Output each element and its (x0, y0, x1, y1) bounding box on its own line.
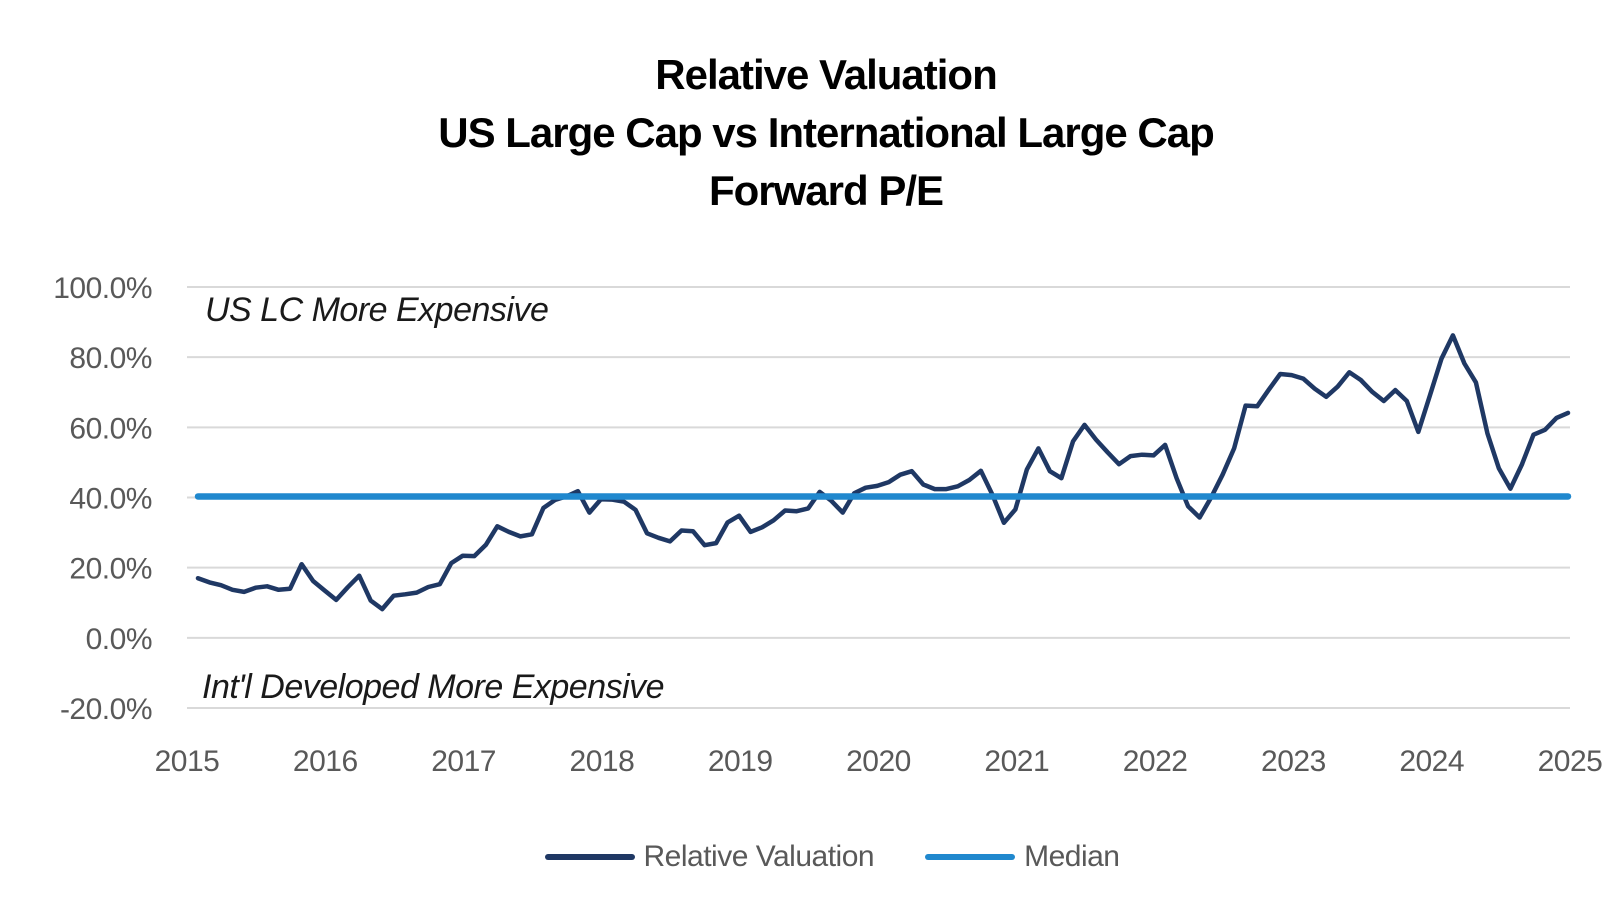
x-axis-tick-label: 2020 (846, 745, 911, 778)
x-axis-tick-label: 2022 (1123, 745, 1188, 778)
legend-label-median: Median (1024, 840, 1120, 873)
x-axis-tick-label: 2025 (1538, 745, 1603, 778)
x-axis-tick-label: 2021 (984, 745, 1049, 778)
x-axis-tick-label: 2016 (293, 745, 358, 778)
y-axis-tick-label: 100.0% (53, 272, 152, 305)
chart-title-line-2: US Large Cap vs International Large Cap (438, 109, 1215, 156)
relative-valuation-line (195, 333, 1571, 612)
chart-title-line-3: Forward P/E (708, 167, 944, 214)
y-axis-tick-label: 40.0% (69, 483, 152, 516)
x-axis-tick-label: 2019 (708, 745, 773, 778)
chart-title: Relative Valuation US Large Cap vs Inter… (16, 46, 1621, 220)
annotation-intl-developed-more-expensive: Int'l Developed More Expensive (202, 668, 665, 706)
y-axis-tick-label: 20.0% (69, 553, 152, 586)
legend-item-median: Median (925, 840, 1120, 874)
x-axis-tick-label: 2017 (431, 745, 496, 778)
x-axis-tick-label: 2024 (1399, 745, 1464, 778)
x-axis-tick-label: 2018 (570, 745, 635, 778)
y-axis-tick-label: 0.0% (86, 623, 152, 656)
y-axis-tick-label: 80.0% (69, 342, 152, 375)
y-axis-tick-label: 60.0% (69, 412, 152, 445)
annotation-us-lc-more-expensive: US LC More Expensive (205, 291, 549, 329)
x-axis-tick-label: 2015 (155, 745, 220, 778)
legend: Relative Valuation Median (20, 840, 1621, 874)
x-axis-tick-label: 2023 (1261, 745, 1326, 778)
relative-valuation-line-swatch (544, 854, 635, 860)
chart-title-line-1: Relative Valuation (655, 51, 997, 98)
y-axis-tick-label: -20.0% (60, 693, 152, 726)
median-line-swatch (925, 854, 1016, 860)
legend-label-relative-valuation: Relative Valuation (643, 840, 875, 873)
legend-item-relative-valuation: Relative Valuation (544, 840, 875, 874)
